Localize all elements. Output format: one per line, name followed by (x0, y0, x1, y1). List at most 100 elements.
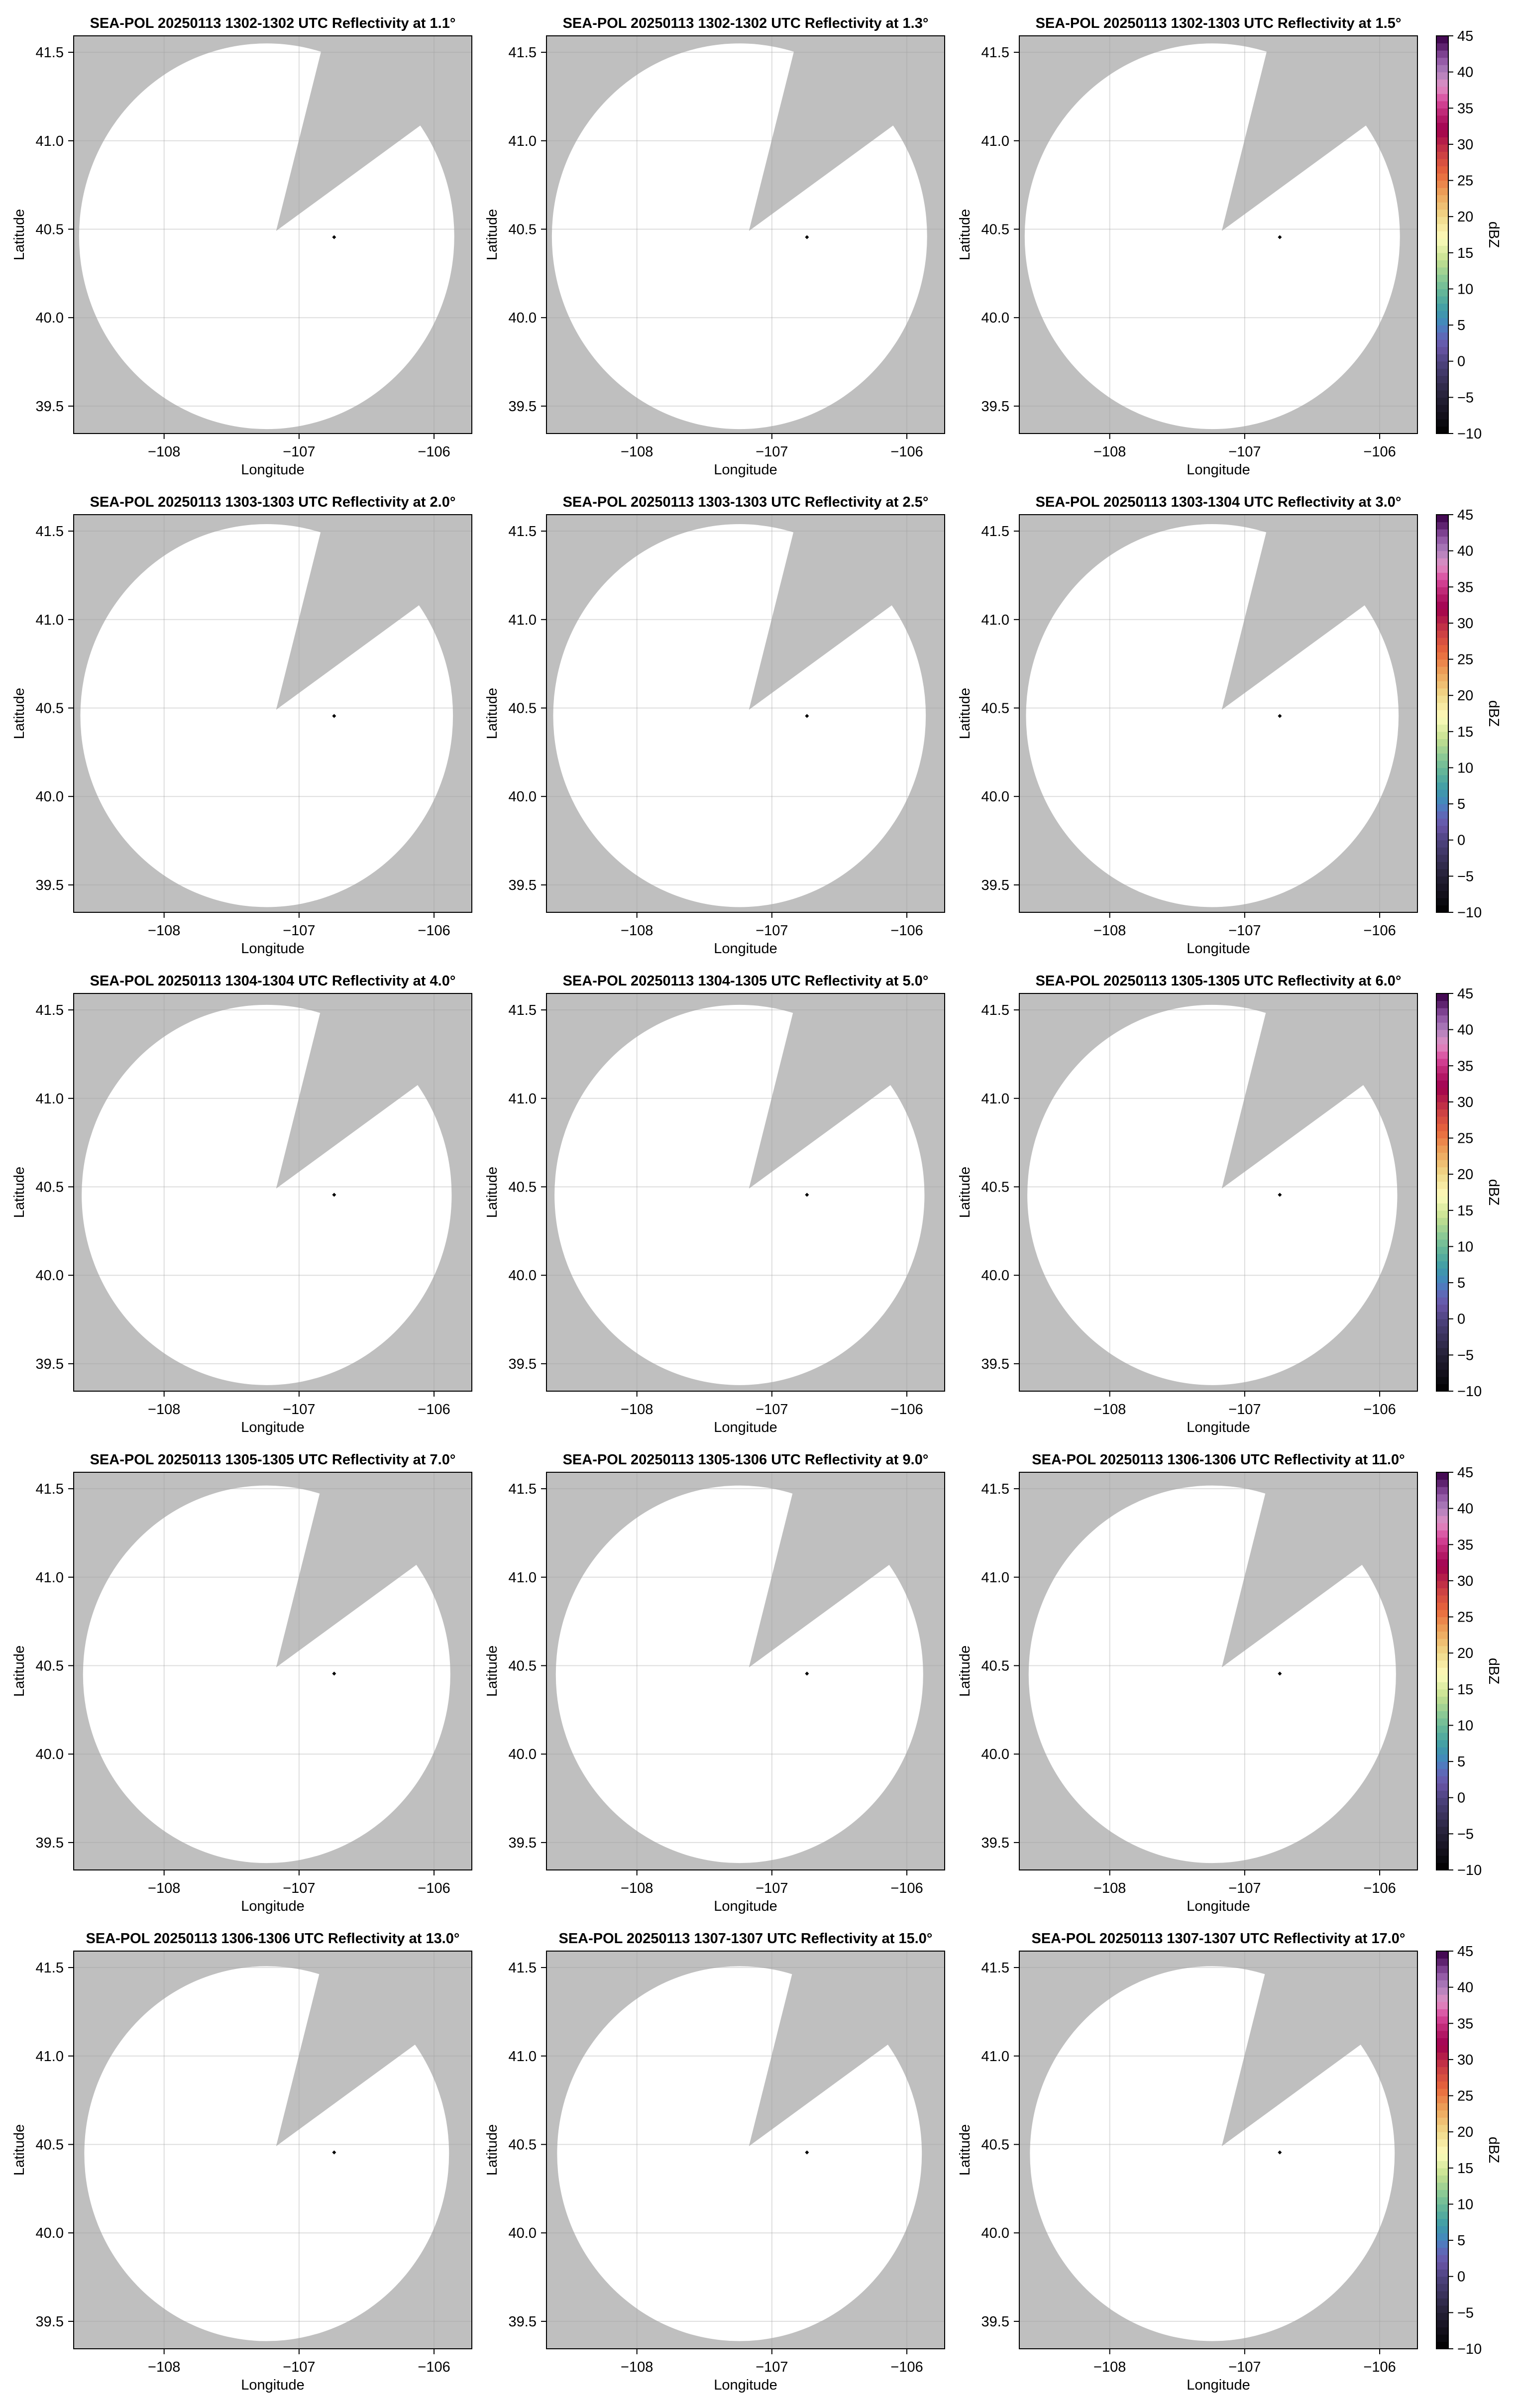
colorbar-segment (1436, 122, 1448, 130)
colorbar-segment (1436, 426, 1448, 434)
x-tick-label: −108 (148, 2359, 180, 2375)
colorbar-tick-label: 45 (1457, 28, 1473, 44)
colorbar-segment (1436, 2305, 1448, 2313)
colorbar-tick-label: −5 (1457, 2305, 1474, 2321)
colorbar-segment (1436, 1275, 1448, 1283)
colorbar-tick-label: 45 (1457, 986, 1473, 1002)
x-tick-label: −107 (756, 1402, 788, 1418)
x-axis-label: Longitude (1187, 1420, 1250, 1435)
blocked-sector (276, 993, 472, 1189)
colorbar-segment (1436, 289, 1448, 297)
colorbar-segment (1436, 825, 1448, 833)
y-tick-label: 41.0 (36, 133, 64, 149)
colorbar-segment (1436, 1855, 1448, 1863)
colorbar-segment (1436, 1138, 1448, 1146)
colorbar-segment (1436, 666, 1448, 674)
colorbar-segment (1436, 587, 1448, 595)
plot-area (1019, 515, 1417, 912)
colorbar-segment (1436, 101, 1448, 109)
y-tick-label: 41.0 (36, 2049, 64, 2065)
x-axis-label: Longitude (1187, 1898, 1250, 1914)
colorbar-tick-label: 10 (1457, 760, 1473, 776)
colorbar-segment (1436, 1610, 1448, 1618)
y-tick-label: 40.5 (509, 700, 537, 716)
x-tick-label: −108 (621, 1402, 653, 1418)
plot-frame (546, 35, 945, 434)
y-tick-label: 40.0 (981, 789, 1009, 805)
y-tick-label: 39.5 (509, 399, 537, 415)
colorbar-segment (1436, 608, 1448, 616)
colorbar-label: dBZ (1486, 2137, 1502, 2163)
colorbar-segment (1436, 267, 1448, 275)
panel-6: −108 −107 −106 39.5 40.0 40.5 41.0 41.5 Longitud… (957, 494, 1418, 957)
colorbar-segment (1436, 601, 1448, 609)
colorbar-segment (1436, 1261, 1448, 1269)
y-tick-label: 40.5 (36, 1179, 64, 1195)
radar-location-marker (1278, 235, 1282, 239)
colorbar-segment (1436, 1740, 1448, 1748)
colorbar-tick-label: 25 (1457, 2088, 1473, 2104)
colorbar-segment (1436, 1210, 1448, 1218)
blocked-sector (749, 36, 945, 231)
y-tick-label: 41.0 (509, 1091, 537, 1107)
x-tick-label: −106 (418, 1880, 450, 1896)
colorbar-tick-label: 35 (1457, 579, 1473, 595)
colorbar-tick-label: 0 (1457, 354, 1465, 370)
colorbar-segment (1436, 1479, 1448, 1487)
blocked-sector (1221, 993, 1417, 1189)
colorbar-segment (1436, 50, 1448, 58)
x-tick-label: −107 (1228, 2359, 1261, 2375)
colorbar-segment (1436, 412, 1448, 420)
colorbar-segment (1436, 1318, 1448, 1326)
panel-2: −108 −107 −106 39.5 40.0 40.5 41.0 41.5 Longitud… (484, 15, 945, 478)
colorbar-tick-label: 20 (1457, 1645, 1473, 1661)
colorbar-tick-label: 30 (1457, 2052, 1473, 2068)
colorbar-segment (1436, 1516, 1448, 1524)
colorbar-segment (1436, 2255, 1448, 2263)
x-tick-label: −108 (621, 2359, 653, 2375)
colorbar-tick-label: 10 (1457, 1718, 1473, 1734)
panel-title: SEA-POL 20250113 1307-1307 UTC Reflectiv… (1032, 1931, 1406, 1947)
colorbar-tick-label: 40 (1457, 1980, 1473, 1996)
y-tick-label: 40.5 (36, 221, 64, 237)
colorbar-segment (1436, 847, 1448, 855)
radar-location-marker (805, 2150, 809, 2155)
colorbar-segment (1436, 238, 1448, 246)
panel-title: SEA-POL 20250113 1303-1303 UTC Reflectiv… (90, 494, 456, 510)
colorbar-tick-label: 35 (1457, 2016, 1473, 2032)
colorbar-tick-label: 25 (1457, 1610, 1473, 1626)
colorbar-segment (1436, 1152, 1448, 1160)
colorbar-segment (1436, 404, 1448, 413)
colorbar-segment (1436, 695, 1448, 703)
colorbar-tick-label: −5 (1457, 1347, 1474, 1363)
colorbar-segment (1436, 2247, 1448, 2255)
x-axis-label: Longitude (1187, 941, 1250, 957)
colorbar-segment (1436, 1029, 1448, 1037)
colorbar-segment (1436, 318, 1448, 326)
x-tick-label: −108 (148, 923, 180, 939)
colorbar-segment (1436, 544, 1448, 551)
y-tick-label: 39.5 (509, 877, 537, 893)
y-tick-label: 41.5 (981, 1960, 1009, 1976)
colorbar-tick-label: 5 (1457, 1275, 1465, 1291)
colorbar-segment (1436, 2334, 1448, 2342)
colorbar-segment (1436, 2088, 1448, 2096)
colorbar-label: dBZ (1486, 1658, 1502, 1684)
colorbar-segment (1436, 390, 1448, 398)
colorbar-frame (1436, 993, 1449, 1392)
x-tick-label: −107 (756, 2359, 788, 2375)
colorbar-segment (1436, 645, 1448, 653)
colorbar-segment (1436, 1754, 1448, 1762)
y-axis-label: Latitude (957, 1645, 973, 1697)
colorbar-segment (1436, 1689, 1448, 1697)
panel-4: −108 −107 −106 39.5 40.0 40.5 41.0 41.5 Longitud… (11, 494, 472, 957)
x-tick-label: −108 (148, 444, 180, 460)
plot-area (74, 993, 472, 1391)
colorbar-tick-label: 10 (1457, 1239, 1473, 1255)
blocked-sector (749, 993, 945, 1189)
y-tick-label: 39.5 (36, 1356, 64, 1372)
colorbar-segment (1436, 1174, 1448, 1182)
colorbar-segment (1436, 1297, 1448, 1305)
colorbar-segment (1436, 2189, 1448, 2197)
plot-frame (73, 514, 472, 913)
